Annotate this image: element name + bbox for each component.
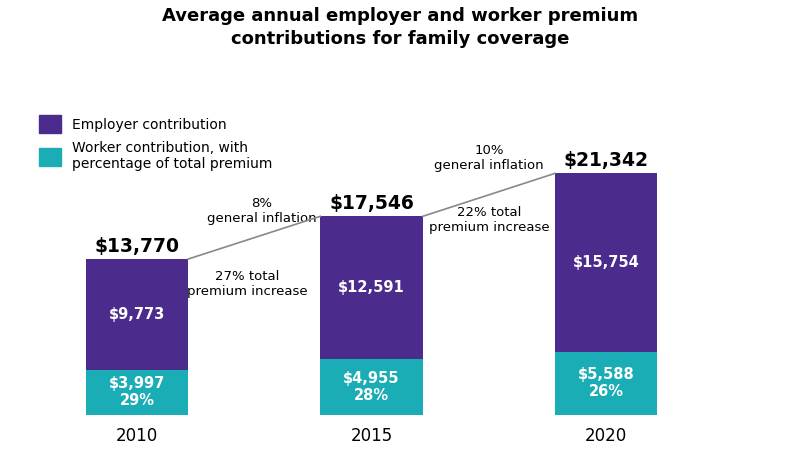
Text: 2015: 2015 (350, 428, 393, 446)
Text: $9,773: $9,773 (109, 307, 165, 322)
Text: $21,342: $21,342 (564, 151, 649, 170)
Text: 2010: 2010 (116, 428, 158, 446)
Text: $15,754: $15,754 (573, 255, 639, 270)
Text: $12,591: $12,591 (338, 280, 405, 295)
Text: 8%
general inflation: 8% general inflation (206, 197, 316, 225)
Text: 2020: 2020 (585, 428, 627, 446)
Text: 10%
general inflation: 10% general inflation (434, 143, 544, 171)
Text: $5,588
26%: $5,588 26% (578, 367, 634, 400)
Text: $4,955
28%: $4,955 28% (343, 371, 400, 403)
Text: Average annual employer and worker premium
contributions for family coverage: Average annual employer and worker premi… (162, 7, 638, 48)
Text: 22% total
premium increase: 22% total premium increase (429, 206, 550, 234)
Text: $17,546: $17,546 (329, 194, 414, 213)
Bar (320, 359, 422, 415)
Bar (86, 259, 188, 370)
Text: $3,997
29%: $3,997 29% (109, 376, 165, 409)
Text: 27% total
premium increase: 27% total premium increase (186, 270, 307, 298)
Bar (555, 173, 658, 352)
Text: $13,770: $13,770 (94, 237, 179, 256)
Bar (320, 216, 422, 359)
Bar (86, 370, 188, 415)
Bar (555, 352, 658, 415)
Legend: Employer contribution, Worker contribution, with
percentage of total premium: Employer contribution, Worker contributi… (39, 115, 273, 171)
